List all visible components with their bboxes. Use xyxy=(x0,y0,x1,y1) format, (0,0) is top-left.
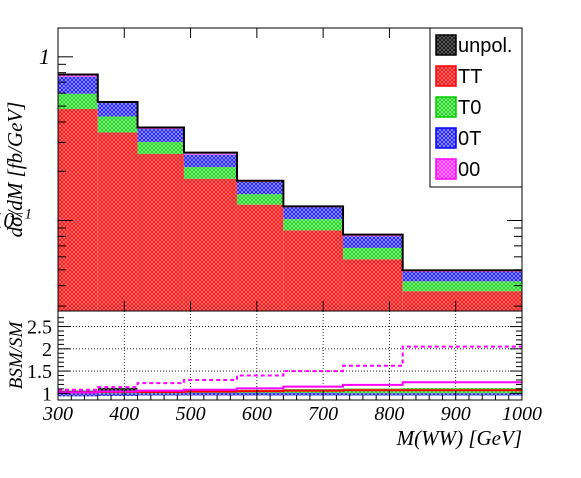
ratio-plot-area xyxy=(58,311,522,400)
xtick-label: 800 xyxy=(374,403,404,425)
bar-0T-0 xyxy=(58,76,98,94)
ratio-band-0T-3 xyxy=(183,392,237,396)
stacked-bars xyxy=(58,74,522,311)
xtick-label: 1000 xyxy=(502,403,542,425)
bar-T0-7 xyxy=(402,281,522,292)
ratio-line-00-1 xyxy=(58,345,522,391)
bar-TT-3 xyxy=(183,178,237,311)
bar-TT-7 xyxy=(402,291,522,311)
bar-0T-4 xyxy=(236,181,284,195)
xtick-label: 900 xyxy=(441,403,471,425)
legend-swatch-2 xyxy=(435,96,457,118)
ratio-line-00-2 xyxy=(58,381,522,394)
bar-T0-5 xyxy=(283,219,344,231)
ratio-band-0T-1 xyxy=(97,393,138,396)
xtick-label: 700 xyxy=(308,403,338,425)
legend-label-1: TT xyxy=(458,66,482,88)
legend-label-2: T0 xyxy=(458,97,481,119)
bar-00-0 xyxy=(58,74,98,77)
ratio-ytick-label: 1.5 xyxy=(27,361,52,383)
xlabel: M(WW) [GeV] xyxy=(396,426,522,450)
unpol-line xyxy=(58,73,522,272)
bar-TT-2 xyxy=(137,153,184,311)
legend: unpol. TT T0 0T 00 xyxy=(429,27,523,188)
bar-0T-1 xyxy=(97,103,138,117)
ratio-yaxis: 11.522.5 xyxy=(27,317,522,405)
xtick-label: 400 xyxy=(109,403,139,425)
legend-swatch-0 xyxy=(435,34,457,56)
ratio-band-0T-5 xyxy=(283,392,344,396)
bar-T0-2 xyxy=(137,141,184,154)
ratio-band-0T-0 xyxy=(58,393,98,397)
bar-00-6 xyxy=(343,235,403,237)
main-ylabel: dσ/dM [fb/GeV] xyxy=(3,102,27,238)
bar-TT-5 xyxy=(283,230,344,311)
bar-TT-4 xyxy=(236,204,284,311)
ratio-band-0T-6 xyxy=(343,393,403,396)
xtick-label: 500 xyxy=(176,403,206,425)
bar-T0-4 xyxy=(236,194,284,205)
legend-label-3: 0T xyxy=(458,128,481,150)
bar-TT-1 xyxy=(97,132,138,311)
legend-swatch-3 xyxy=(435,127,457,149)
bar-0T-7 xyxy=(402,271,522,282)
ratio-band-0T-2 xyxy=(137,393,184,396)
legend-swatch-1 xyxy=(435,65,457,87)
bar-0T-2 xyxy=(137,129,184,142)
legend-label-4: 00 xyxy=(458,159,480,181)
bar-0T-6 xyxy=(343,236,403,248)
ratio-band-unpol.-1 xyxy=(97,387,138,392)
bar-T0-3 xyxy=(183,167,237,179)
bar-TT-6 xyxy=(343,259,403,311)
bar-00-3 xyxy=(183,153,237,155)
ratio-band-0T-7 xyxy=(402,393,522,396)
legend-swatch-4 xyxy=(435,158,457,180)
ratio-ylabel: BSM/SM xyxy=(6,321,27,390)
xtick-label: 300 xyxy=(42,403,73,425)
legend-label-0: unpol. xyxy=(458,35,513,57)
ytick-label: 1 xyxy=(39,44,50,69)
ratio-ytick-label: 2.5 xyxy=(27,317,52,339)
bar-0T-5 xyxy=(283,207,344,220)
bar-T0-6 xyxy=(343,247,403,260)
bar-T0-0 xyxy=(58,93,98,109)
ratio-band-0T-4 xyxy=(236,392,284,396)
ratio-ytick-label: 1 xyxy=(42,383,52,405)
ratio-ytick-label: 2 xyxy=(42,339,52,361)
bar-0T-3 xyxy=(183,154,237,168)
bar-TT-0 xyxy=(58,108,98,311)
bar-T0-1 xyxy=(97,116,138,133)
ratio-frame xyxy=(57,310,523,401)
xtick-label: 600 xyxy=(242,403,272,425)
ratio-band-T0-2 xyxy=(137,391,184,395)
